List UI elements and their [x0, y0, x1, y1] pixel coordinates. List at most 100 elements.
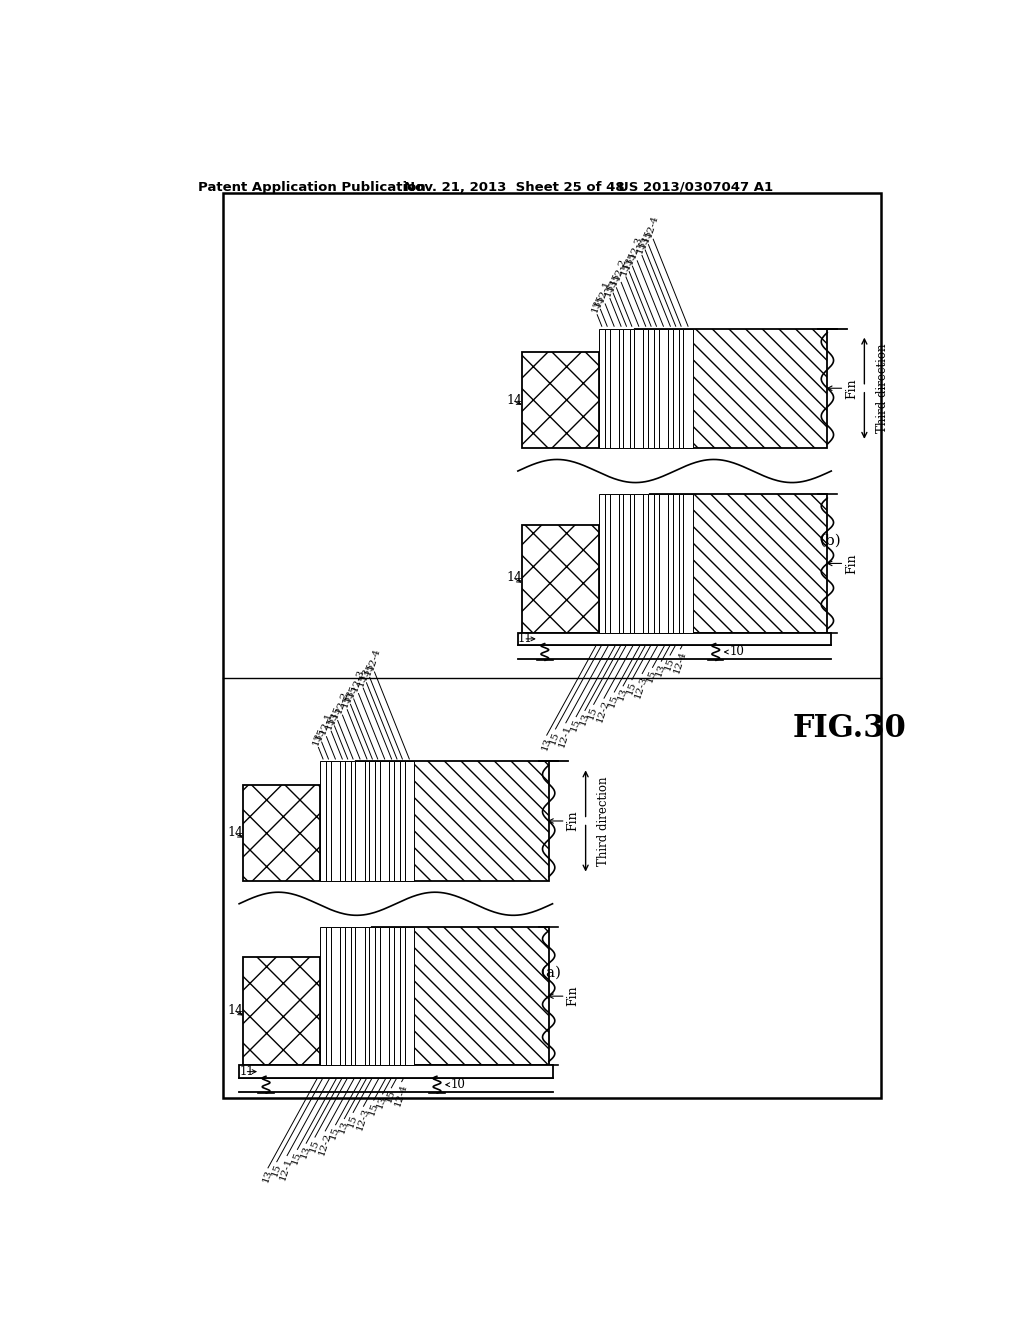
- Text: 13: 13: [261, 1168, 273, 1184]
- Bar: [380, 927, 389, 1065]
- Text: Nov. 21, 2013  Sheet 25 of 48: Nov. 21, 2013 Sheet 25 of 48: [403, 181, 625, 194]
- Bar: [673, 329, 679, 447]
- Text: 14: 14: [506, 570, 522, 583]
- Bar: [319, 762, 326, 880]
- Text: 13: 13: [328, 710, 340, 725]
- Text: 15: 15: [384, 1089, 397, 1104]
- Bar: [370, 762, 376, 880]
- Text: 12-3: 12-3: [634, 675, 649, 700]
- Bar: [683, 329, 692, 447]
- Text: Patent Application Publication: Patent Application Publication: [198, 181, 425, 194]
- Bar: [521, 524, 599, 632]
- Bar: [599, 494, 605, 632]
- Text: Fin: Fin: [845, 378, 858, 399]
- Bar: [389, 927, 394, 1065]
- Text: FIG.30: FIG.30: [793, 713, 906, 743]
- Bar: [365, 927, 370, 1065]
- Text: 12-3: 12-3: [355, 1107, 371, 1133]
- Text: 13: 13: [578, 711, 591, 726]
- Text: 12-4: 12-4: [644, 214, 660, 239]
- Text: 15: 15: [269, 1163, 283, 1177]
- Polygon shape: [650, 494, 827, 632]
- Text: 13: 13: [616, 686, 629, 702]
- Text: 13: 13: [299, 1144, 311, 1159]
- Text: 14: 14: [227, 1003, 244, 1016]
- Text: 15: 15: [340, 693, 353, 709]
- Bar: [605, 329, 609, 447]
- Bar: [679, 329, 683, 447]
- Text: Fin: Fin: [845, 553, 858, 574]
- Text: Third direction: Third direction: [876, 343, 889, 433]
- Bar: [634, 329, 643, 447]
- Text: 12-1: 12-1: [279, 1156, 294, 1181]
- Bar: [518, 632, 831, 645]
- Text: 15: 15: [325, 715, 337, 730]
- Text: 15: 15: [291, 1150, 303, 1166]
- Bar: [345, 762, 351, 880]
- Bar: [404, 762, 414, 880]
- Bar: [624, 494, 630, 632]
- Bar: [351, 927, 355, 1065]
- Text: 15: 15: [362, 661, 375, 677]
- Text: 14: 14: [227, 826, 244, 840]
- Bar: [634, 494, 643, 632]
- Text: 12-2: 12-2: [612, 256, 629, 281]
- Bar: [624, 329, 630, 447]
- Bar: [326, 927, 331, 1065]
- Text: 12-3: 12-3: [350, 668, 366, 693]
- Text: 12-4: 12-4: [393, 1082, 409, 1107]
- Text: 12-2: 12-2: [316, 1131, 333, 1156]
- Text: 11: 11: [240, 1065, 254, 1078]
- Text: (b): (b): [819, 533, 842, 548]
- Bar: [605, 494, 609, 632]
- Bar: [326, 762, 331, 880]
- Bar: [319, 927, 326, 1065]
- Text: 10: 10: [730, 645, 744, 659]
- Text: 13: 13: [343, 688, 356, 704]
- Bar: [340, 762, 345, 880]
- Text: 15: 15: [367, 1101, 379, 1117]
- Bar: [609, 329, 618, 447]
- Bar: [394, 762, 400, 880]
- Bar: [643, 494, 648, 632]
- Bar: [389, 762, 394, 880]
- Bar: [609, 494, 618, 632]
- Text: 15: 15: [593, 293, 606, 309]
- Bar: [618, 329, 624, 447]
- Bar: [243, 785, 319, 880]
- Text: 15: 15: [645, 668, 658, 684]
- Text: 15: 15: [329, 1126, 341, 1140]
- Text: 13: 13: [540, 737, 552, 751]
- Text: 13: 13: [654, 663, 667, 677]
- Bar: [376, 927, 380, 1065]
- Bar: [394, 927, 400, 1065]
- Text: 15: 15: [549, 730, 561, 744]
- Text: 15: 15: [663, 656, 676, 671]
- Bar: [370, 927, 376, 1065]
- Bar: [351, 762, 355, 880]
- Text: (a): (a): [541, 966, 562, 979]
- Text: 12-3: 12-3: [629, 235, 644, 260]
- Bar: [240, 1065, 553, 1077]
- Text: 15: 15: [626, 249, 638, 265]
- Bar: [355, 927, 365, 1065]
- Text: 15: 15: [356, 672, 369, 688]
- Text: 13: 13: [638, 234, 651, 249]
- Text: 15: 15: [587, 705, 599, 721]
- Text: 13: 13: [359, 667, 372, 682]
- Bar: [340, 927, 345, 1065]
- Text: 13: 13: [376, 1094, 388, 1110]
- Text: 12-4: 12-4: [672, 649, 687, 675]
- Bar: [668, 329, 673, 447]
- Bar: [243, 957, 319, 1065]
- Bar: [630, 494, 634, 632]
- Bar: [630, 329, 634, 447]
- Bar: [331, 762, 340, 880]
- Text: 15: 15: [607, 693, 620, 708]
- Text: 15: 15: [641, 228, 654, 244]
- Bar: [400, 927, 404, 1065]
- Text: 15: 15: [635, 239, 647, 255]
- Text: 10: 10: [451, 1078, 466, 1092]
- Text: 12-1: 12-1: [597, 279, 612, 304]
- Text: 12-2: 12-2: [595, 700, 611, 723]
